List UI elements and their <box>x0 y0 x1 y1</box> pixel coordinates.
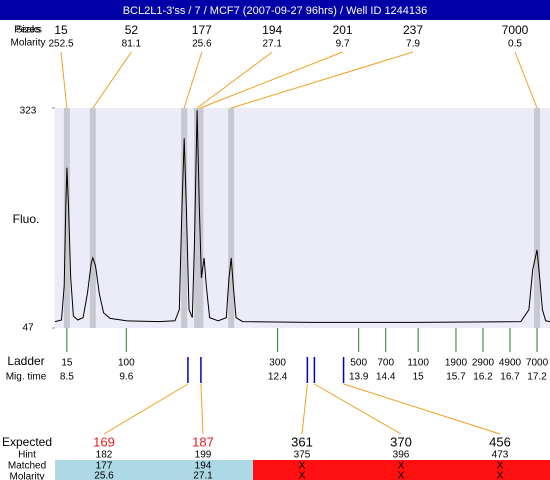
molarity-label: Molarity <box>10 38 45 49</box>
y-label: Fluo. <box>13 212 40 226</box>
hint-value: 473 <box>492 450 509 461</box>
peak-band <box>63 108 70 328</box>
expected-value: 370 <box>390 434 412 449</box>
matched-value: 177 <box>96 461 113 472</box>
ladder-time: 17.2 <box>527 372 547 383</box>
peak-connector <box>196 51 273 109</box>
molarity-value: 25.6 <box>94 471 114 480</box>
peak-size: 237 <box>403 23 423 37</box>
mig-time-label: Mig. time <box>6 372 47 383</box>
peaks-label: Peaks <box>14 25 42 36</box>
hint-value: 199 <box>195 450 212 461</box>
ladder-time: 13.9 <box>349 372 369 383</box>
expected-connector <box>103 383 189 435</box>
expected-value: 187 <box>192 434 214 449</box>
peak-connector <box>183 51 203 109</box>
hint-value: 182 <box>96 450 113 461</box>
expected-connector <box>301 383 308 435</box>
peak-molarity: 7.9 <box>406 39 420 50</box>
expected-value: 169 <box>93 434 115 449</box>
hint-value: 375 <box>294 450 311 461</box>
peak-connector <box>514 51 538 109</box>
matched-bg <box>55 460 253 480</box>
peak-molarity: 252.5 <box>48 39 73 50</box>
peak-molarity: 81.1 <box>122 39 142 50</box>
matched-value: X <box>497 461 504 472</box>
peak-size: 7000 <box>502 23 529 37</box>
molarity-value: 27.1 <box>193 471 213 480</box>
ladder-size: 1900 <box>445 358 468 369</box>
peak-size: 15 <box>54 23 68 37</box>
ladder-time: 14.4 <box>376 372 396 383</box>
matched-value: X <box>299 461 306 472</box>
matched-value: X <box>398 461 405 472</box>
molarity-value: X <box>299 471 306 480</box>
molarity-row-label: Molarity <box>9 472 44 480</box>
peak-molarity: 27.1 <box>262 39 282 50</box>
molarity-value: X <box>398 471 405 480</box>
sizes-label: Sizes <box>16 25 40 36</box>
ladder-label: Ladder <box>7 354 44 368</box>
peak-band <box>197 108 204 328</box>
title: BCL2L1-3'ss / 7 / MCF7 (2007-09-27 96hrs… <box>123 5 428 17</box>
hint-value: 396 <box>393 450 410 461</box>
ladder-size: 7000 <box>526 358 549 369</box>
peak-band <box>534 108 541 328</box>
expected-label: Expected <box>2 435 52 449</box>
peak-connector <box>200 51 343 109</box>
expected-value: 456 <box>489 434 511 449</box>
ladder-time: 8.5 <box>60 372 74 383</box>
matched-label: Matched <box>8 461 46 472</box>
expected-value: 361 <box>291 434 313 449</box>
peak-size: 194 <box>262 23 282 37</box>
peak-band <box>181 108 188 328</box>
peak-connector <box>60 51 68 109</box>
expected-connector <box>343 383 501 435</box>
ladder-time: 16.7 <box>500 372 520 383</box>
ladder-size: 300 <box>269 358 286 369</box>
molarity-value: X <box>497 471 504 480</box>
ladder-size: 2900 <box>472 358 495 369</box>
ladder-time: 12.4 <box>268 372 288 383</box>
ladder-time: 16.2 <box>473 372 493 383</box>
peak-size: 177 <box>192 23 212 37</box>
y-tick-label: 323 <box>20 106 37 117</box>
expected-connector <box>314 383 402 435</box>
peak-band <box>89 108 96 328</box>
y-tick-label: 47 <box>22 323 34 334</box>
peak-molarity: 0.5 <box>508 39 522 50</box>
ladder-time: 15 <box>413 372 425 383</box>
peak-band <box>194 108 201 328</box>
matched-value: 194 <box>195 461 212 472</box>
expected-connector <box>200 383 204 435</box>
ladder-size: 1100 <box>407 358 429 369</box>
peak-connector <box>231 51 414 109</box>
peak-size: 52 <box>125 23 139 37</box>
plot-area <box>55 108 550 328</box>
ladder-size: 15 <box>61 358 73 369</box>
peak-size: 201 <box>333 23 353 37</box>
unmatched-bg <box>253 460 550 480</box>
hint-label: Hint <box>18 450 36 461</box>
peak-connector <box>92 51 132 109</box>
trace <box>54 110 550 323</box>
ladder-size: 700 <box>377 358 394 369</box>
ladder-time: 15.7 <box>446 372 466 383</box>
peak-band <box>228 108 235 328</box>
ladder-size: 100 <box>118 358 135 369</box>
ladder-time: 9.6 <box>119 372 133 383</box>
peak-molarity: 9.7 <box>336 39 350 50</box>
ladder-size: 4900 <box>499 358 522 369</box>
peak-molarity: 25.6 <box>192 39 212 50</box>
title-bar <box>0 0 550 20</box>
ladder-size: 500 <box>350 358 367 369</box>
